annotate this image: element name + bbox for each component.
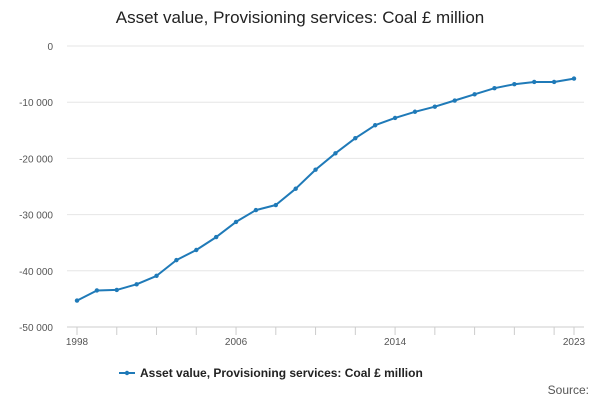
- y-tick-label: -20 000: [19, 154, 53, 165]
- data-point: [114, 287, 119, 293]
- data-point: [392, 115, 398, 121]
- data-point: [293, 186, 298, 191]
- data-point: [194, 247, 199, 253]
- data-point: [174, 257, 179, 263]
- chart-title: Asset value, Provisioning services: Coal…: [115, 8, 485, 27]
- x-tick-label: 1998: [66, 337, 89, 348]
- data-point: [134, 282, 139, 287]
- source-label: Source:: [548, 383, 589, 397]
- x-tick-label: 2014: [384, 337, 407, 348]
- y-tick-label: -40 000: [19, 267, 53, 278]
- data-point: [253, 207, 259, 213]
- data-point: [472, 92, 477, 97]
- data-point: [412, 109, 418, 114]
- data-point: [74, 298, 80, 303]
- data-point: [273, 202, 278, 208]
- data-point: [313, 167, 318, 172]
- series-line: [76, 77, 575, 302]
- x-tick-label: 2006: [225, 337, 248, 348]
- data-point: [532, 79, 537, 85]
- y-tick-label: -30 000: [19, 211, 53, 222]
- data-point: [353, 135, 358, 141]
- y-tick-label: -50 000: [19, 323, 53, 334]
- x-tick-label: 2023: [563, 337, 586, 348]
- data-point: [333, 151, 338, 156]
- data-point: [551, 79, 557, 85]
- legend-marker-dot: [124, 370, 130, 376]
- data-point: [432, 104, 438, 109]
- data-point: [492, 85, 497, 91]
- y-tick-label: -10 000: [19, 98, 53, 109]
- data-point: [94, 288, 100, 293]
- data-point: [213, 234, 219, 240]
- data-point: [233, 219, 239, 225]
- data-point: [571, 76, 577, 81]
- data-point: [452, 98, 457, 103]
- data-point: [373, 123, 378, 128]
- data-point: [154, 273, 159, 279]
- y-tick-label: 0: [47, 42, 53, 53]
- legend-item-label[interactable]: Asset value, Provisioning services: Coal…: [140, 366, 423, 380]
- data-point: [512, 82, 517, 87]
